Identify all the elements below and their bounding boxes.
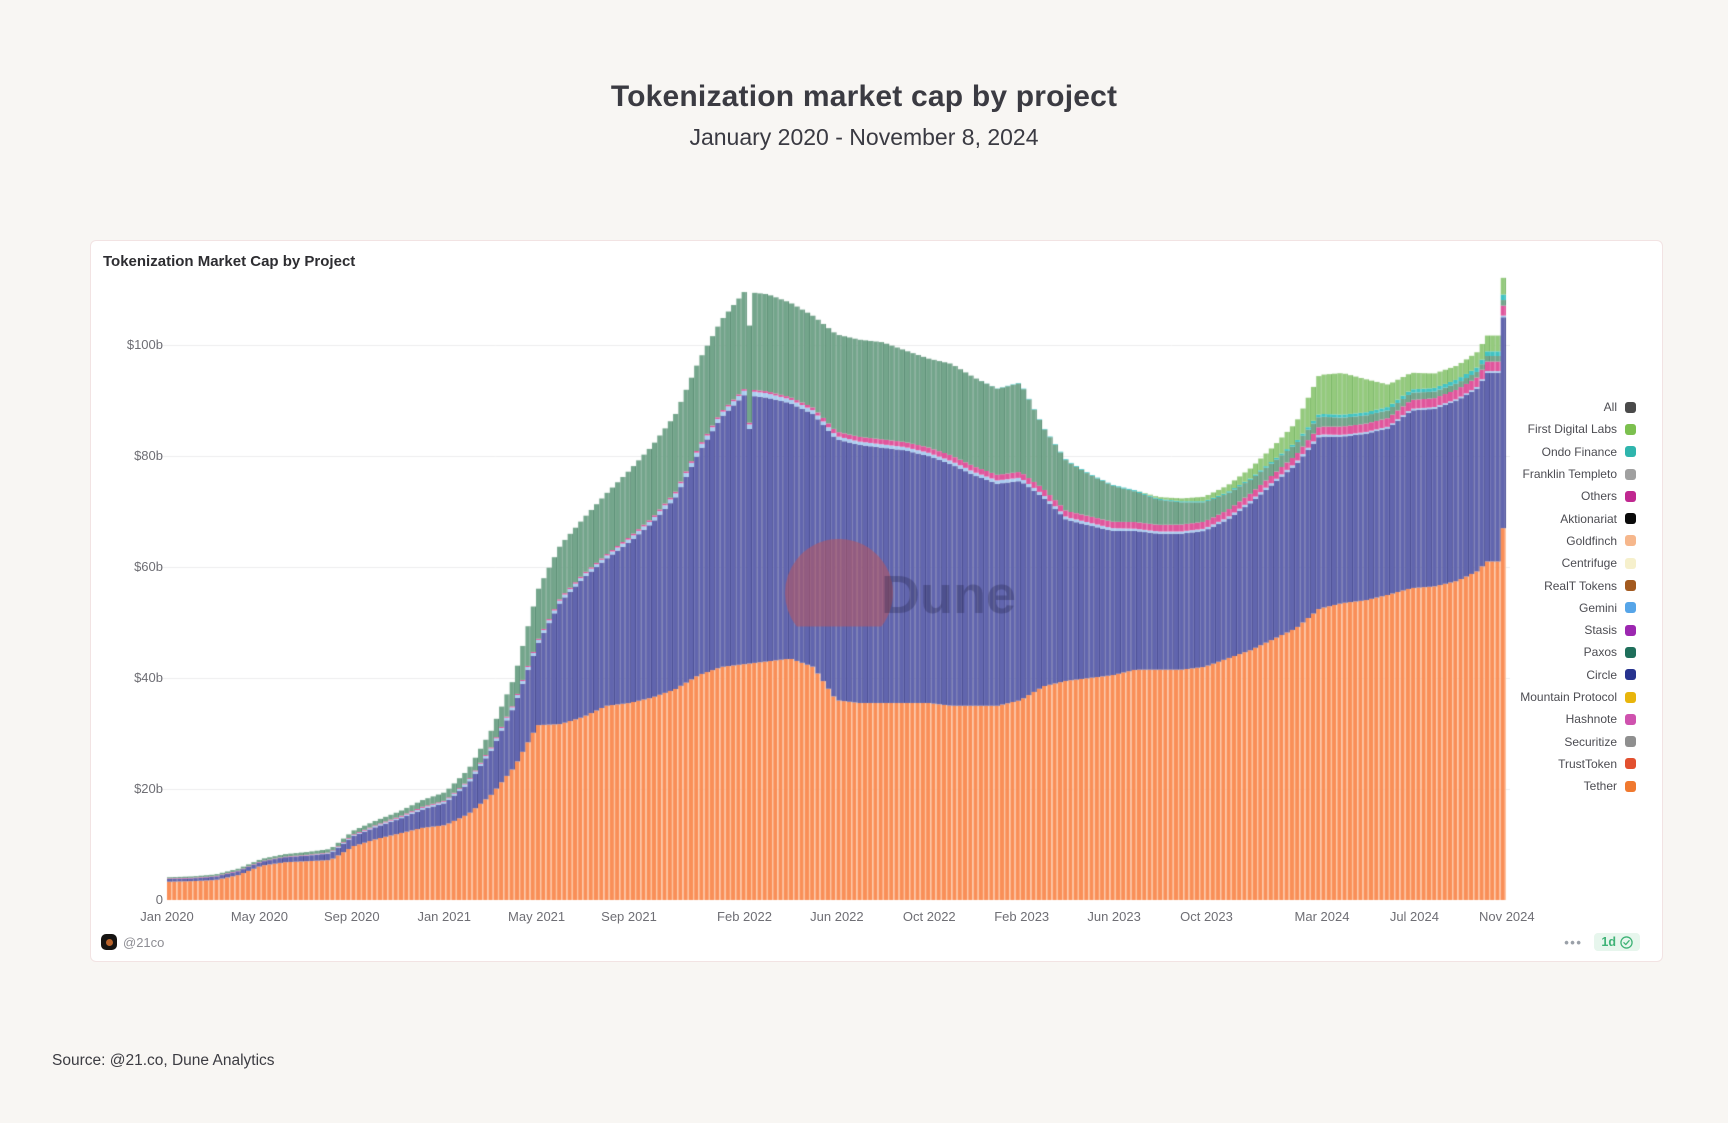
x-tick-label: Feb 2022 bbox=[717, 909, 772, 924]
source-note: Source: @21.co, Dune Analytics bbox=[52, 1052, 275, 1069]
x-tick-label: Jan 2021 bbox=[417, 909, 471, 924]
legend-swatch bbox=[1625, 513, 1636, 525]
legend-item-goldfinch[interactable]: Goldfinch bbox=[1520, 530, 1636, 552]
x-tick-label: Sep 2021 bbox=[601, 909, 657, 924]
legend-label: TrustToken bbox=[1558, 756, 1617, 771]
legend-label: RealT Tokens bbox=[1544, 578, 1617, 593]
legend-label: Centrifuge bbox=[1561, 556, 1617, 571]
legend-item-tether[interactable]: Tether bbox=[1520, 775, 1636, 797]
legend-swatch bbox=[1625, 468, 1636, 480]
x-tick-label: Oct 2022 bbox=[902, 909, 956, 924]
x-tick-label: Jan 2020 bbox=[140, 909, 194, 924]
x-tick-label: Nov 2024 bbox=[1478, 909, 1535, 924]
legend-item-realt-tokens[interactable]: RealT Tokens bbox=[1520, 574, 1636, 596]
legend-item-ondo-finance[interactable]: Ondo Finance bbox=[1520, 441, 1636, 463]
legend-swatch bbox=[1625, 557, 1636, 569]
x-tick-label: Feb 2023 bbox=[994, 909, 1050, 924]
legend-swatch bbox=[1625, 758, 1636, 770]
legend-swatch bbox=[1625, 446, 1636, 458]
card-footer: @21co ••• 1d bbox=[101, 932, 1640, 952]
legend-label: Goldfinch bbox=[1566, 533, 1617, 548]
x-tick-label: Sep 2020 bbox=[323, 909, 380, 924]
x-tick-label: Jun 2022 bbox=[810, 909, 864, 924]
y-tick-label: $20b bbox=[134, 781, 163, 796]
x-tick-label: May 2021 bbox=[508, 909, 566, 924]
legend-swatch bbox=[1625, 535, 1636, 547]
legend-item-paxos[interactable]: Paxos bbox=[1520, 641, 1636, 663]
legend-item-centrifuge[interactable]: Centrifuge bbox=[1520, 552, 1636, 574]
chart-card: Tokenization Market Cap by Project $100b… bbox=[90, 240, 1664, 963]
legend-item-trusttoken[interactable]: TrustToken bbox=[1520, 753, 1636, 775]
legend-item-stasis[interactable]: Stasis bbox=[1520, 619, 1636, 641]
y-tick-label: $60b bbox=[134, 559, 163, 574]
legend-swatch bbox=[1625, 780, 1636, 792]
legend-swatch bbox=[1625, 646, 1636, 658]
check-circle-icon bbox=[1620, 935, 1633, 949]
legend-label: All bbox=[1603, 400, 1617, 415]
legend-label: Ondo Finance bbox=[1541, 444, 1617, 459]
legend-label: Aktionariat bbox=[1560, 511, 1617, 526]
legend-label: Gemini bbox=[1578, 600, 1617, 615]
legend-label: Franklin Templeto bbox=[1522, 467, 1618, 482]
legend-swatch bbox=[1625, 736, 1636, 748]
y-tick-label: $80b bbox=[134, 448, 163, 463]
legend-swatch bbox=[1625, 602, 1636, 614]
legend-swatch bbox=[1625, 580, 1636, 592]
legend-item-others[interactable]: Others bbox=[1520, 485, 1636, 507]
legend-label: Mountain Protocol bbox=[1520, 690, 1617, 704]
page-subtitle: January 2020 - November 8, 2024 bbox=[689, 124, 1039, 150]
legend-item-hashnote[interactable]: Hashnote bbox=[1520, 708, 1636, 730]
legend-swatch bbox=[1625, 713, 1636, 725]
legend-swatch bbox=[1625, 669, 1636, 681]
legend-swatch bbox=[1625, 401, 1636, 413]
chart-title: Tokenization Market Cap by Project bbox=[103, 253, 356, 270]
attribution: @21co bbox=[101, 934, 164, 950]
chart-menu-icon[interactable]: ••• bbox=[1564, 934, 1583, 950]
legend-label: Securitize bbox=[1564, 734, 1617, 749]
legend-label: First Digital Labs bbox=[1527, 422, 1617, 437]
legend-item-gemini[interactable]: Gemini bbox=[1520, 597, 1636, 619]
legend-item-securitize[interactable]: Securitize bbox=[1520, 730, 1636, 752]
x-tick-label: May 2020 bbox=[230, 909, 288, 924]
page-title: Tokenization market cap by project bbox=[610, 80, 1118, 113]
legend-swatch bbox=[1625, 490, 1636, 502]
legend-label: Hashnote bbox=[1565, 712, 1617, 727]
21co-logo-icon bbox=[101, 934, 117, 950]
x-tick-label: Oct 2023 bbox=[1180, 909, 1233, 924]
legend-label: Stasis bbox=[1584, 623, 1617, 638]
legend: All First Digital Labs Ondo Finance Frankli… bbox=[1520, 396, 1636, 797]
y-tick-label: $100b bbox=[126, 337, 163, 352]
y-tick-label: $40b bbox=[134, 670, 163, 685]
legend-label: Tether bbox=[1583, 779, 1617, 794]
attribution-handle: @21co bbox=[123, 934, 165, 950]
legend-swatch bbox=[1625, 691, 1636, 703]
legend-label: Others bbox=[1580, 489, 1617, 504]
legend-label: Circle bbox=[1586, 667, 1617, 682]
legend-item-aktionariat[interactable]: Aktionariat bbox=[1520, 507, 1636, 529]
y-tick-label: 0 bbox=[155, 892, 163, 907]
legend-item-franklin-templeto[interactable]: Franklin Templeto bbox=[1520, 463, 1636, 485]
stacked-bar-chart-canvas[interactable] bbox=[91, 241, 1664, 963]
freshness-badge[interactable]: 1d bbox=[1594, 933, 1640, 951]
legend-item-first-digital-labs[interactable]: First Digital Labs bbox=[1520, 418, 1636, 440]
legend-item-mountain-protocol[interactable]: Mountain Protocol bbox=[1520, 686, 1636, 708]
legend-label: Paxos bbox=[1583, 645, 1617, 660]
legend-item-all[interactable]: All bbox=[1520, 396, 1636, 418]
freshness-label: 1d bbox=[1601, 935, 1616, 949]
legend-item-circle[interactable]: Circle bbox=[1520, 664, 1636, 686]
legend-swatch bbox=[1625, 624, 1636, 636]
x-tick-label: Jul 2024 bbox=[1389, 909, 1439, 924]
x-tick-label: Jun 2023 bbox=[1087, 909, 1141, 924]
legend-swatch bbox=[1625, 423, 1636, 435]
x-tick-label: Mar 2024 bbox=[1294, 909, 1350, 924]
